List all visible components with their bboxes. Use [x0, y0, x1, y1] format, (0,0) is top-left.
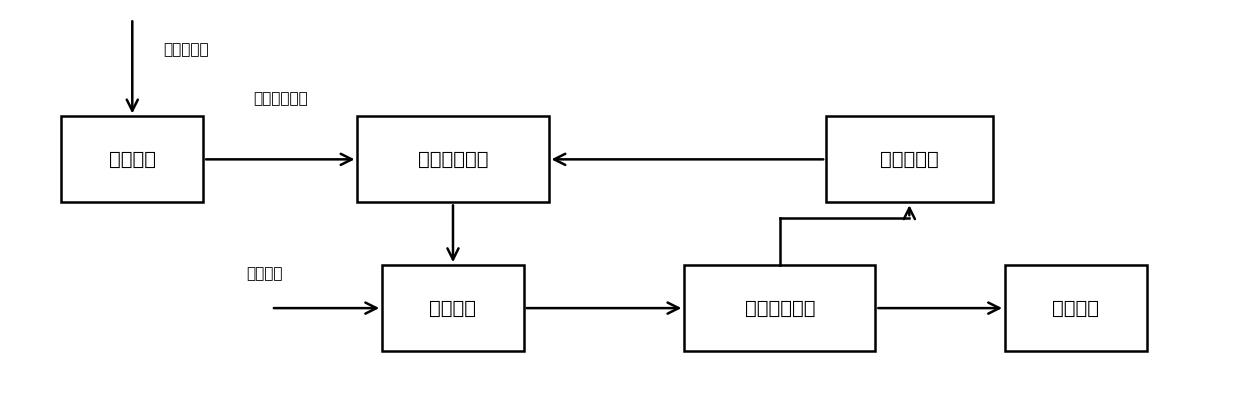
- FancyBboxPatch shape: [357, 116, 549, 202]
- FancyBboxPatch shape: [1005, 265, 1147, 351]
- Text: 喷淋冷却: 喷淋冷却: [247, 266, 284, 281]
- FancyBboxPatch shape: [62, 116, 203, 202]
- FancyBboxPatch shape: [826, 116, 992, 202]
- Text: 水循环工序: 水循环工序: [880, 150, 939, 169]
- Text: 转移工序: 转移工序: [430, 299, 477, 318]
- Text: 加酸工序: 加酸工序: [109, 150, 156, 169]
- Text: 待加酸电池: 待加酸电池: [164, 42, 208, 57]
- Text: 一级冷却工序: 一级冷却工序: [418, 150, 488, 169]
- Text: 完成加酸电池: 完成加酸电池: [253, 92, 307, 106]
- Text: 二级冷却工序: 二级冷却工序: [745, 299, 815, 318]
- FancyBboxPatch shape: [684, 265, 876, 351]
- Text: 输出工序: 输出工序: [1052, 299, 1099, 318]
- FancyBboxPatch shape: [382, 265, 524, 351]
